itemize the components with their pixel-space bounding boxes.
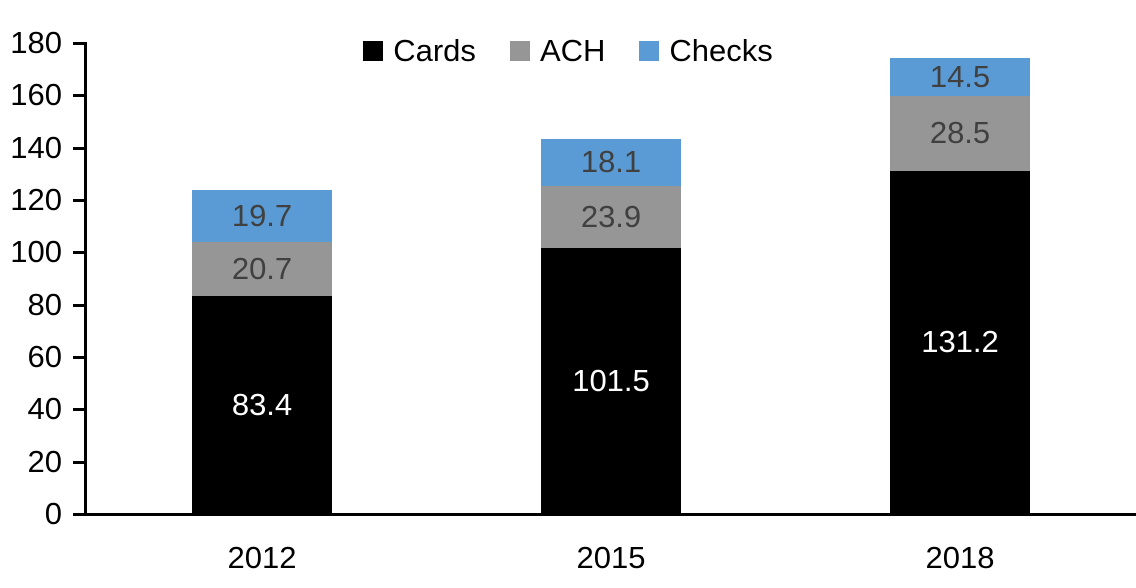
y-axis-tick xyxy=(73,42,84,45)
x-axis-category-label: 2018 xyxy=(925,540,995,575)
bar-segment-ach-2018 xyxy=(890,96,1030,171)
bar-segment-cards-2015 xyxy=(541,248,681,514)
y-axis-tick-label: 80 xyxy=(27,287,62,322)
y-axis-tick-label: 0 xyxy=(44,496,62,531)
bar-segment-checks-2018 xyxy=(890,58,1030,97)
legend-swatch-ach-icon xyxy=(509,41,530,61)
bar-value-label: 19.7 xyxy=(231,198,293,233)
bar-value-label: 23.9 xyxy=(580,199,642,234)
y-axis-tick xyxy=(73,304,84,307)
y-axis-tick xyxy=(73,251,84,254)
y-axis-tick xyxy=(73,513,84,516)
y-axis-tick-label: 140 xyxy=(10,130,62,165)
y-axis-tick xyxy=(73,356,84,359)
y-axis-tick xyxy=(73,147,84,150)
y-axis-line xyxy=(84,42,87,516)
bar-value-label: 14.5 xyxy=(929,59,991,94)
bar-value-label: 20.7 xyxy=(231,251,293,286)
y-axis-tick-label: 20 xyxy=(27,444,62,479)
bar-value-label: 131.2 xyxy=(921,324,999,359)
y-axis-tick xyxy=(73,408,84,411)
bar-segment-checks-2012 xyxy=(192,190,332,242)
y-axis-tick xyxy=(73,461,84,464)
legend-swatch-checks-icon xyxy=(639,41,660,61)
y-axis-tick-label: 120 xyxy=(10,182,62,217)
bar-value-label: 83.4 xyxy=(231,387,293,422)
y-axis-tick-label: 160 xyxy=(10,77,62,112)
legend-label-ach: ACH xyxy=(539,33,606,68)
y-axis-tick-label: 40 xyxy=(27,391,62,426)
x-axis-category-label: 2015 xyxy=(576,540,646,575)
y-axis-tick-label: 60 xyxy=(27,339,62,374)
bar-value-label: 101.5 xyxy=(572,363,650,398)
chart-legend: Cards ACH Checks xyxy=(0,34,1136,68)
legend-item-checks: Checks xyxy=(639,33,773,68)
bar-segment-cards-2012 xyxy=(192,295,332,514)
bar-value-label: 18.1 xyxy=(580,144,642,179)
legend-item-cards: Cards xyxy=(363,34,476,68)
bar-segment-ach-2015 xyxy=(541,185,681,249)
legend-swatch-cards-icon xyxy=(363,41,384,61)
bar-segment-ach-2012 xyxy=(192,241,332,296)
legend-label-cards: Cards xyxy=(393,33,476,68)
y-axis-tick xyxy=(73,94,84,97)
legend-item-ach: ACH xyxy=(509,33,606,68)
x-axis-line xyxy=(84,513,1136,516)
y-axis-tick xyxy=(73,199,84,202)
legend-label-checks: Checks xyxy=(669,33,773,68)
x-axis-category-label: 2012 xyxy=(227,540,297,575)
y-axis-tick-label: 100 xyxy=(10,234,62,269)
bar-value-label: 28.5 xyxy=(929,115,991,150)
bar-segment-checks-2015 xyxy=(541,138,681,186)
y-axis-tick-label: 180 xyxy=(10,25,62,60)
bar-segment-cards-2018 xyxy=(890,170,1030,514)
